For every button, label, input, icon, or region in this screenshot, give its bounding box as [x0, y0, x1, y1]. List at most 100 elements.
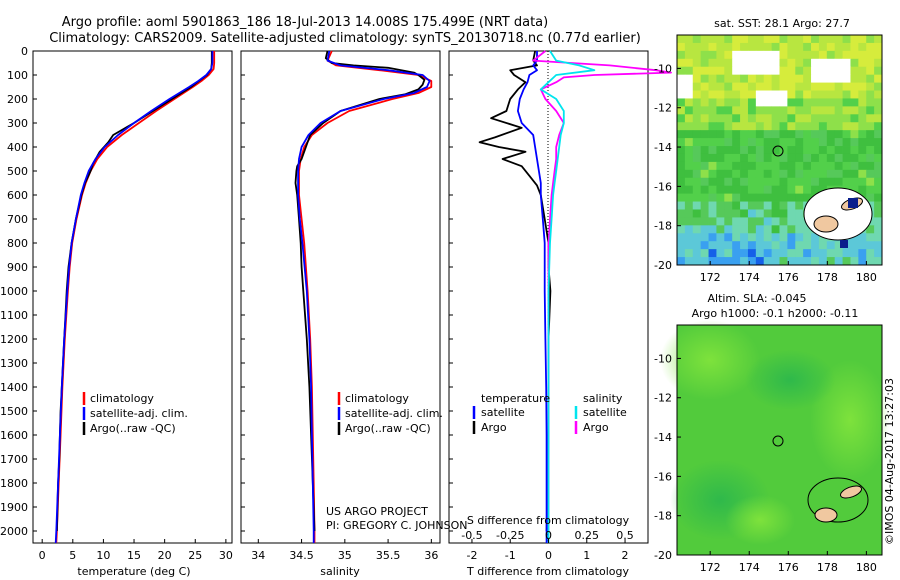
sst-cell	[740, 217, 749, 226]
t-difference-xlabel: T difference from climatology	[466, 565, 629, 578]
sst-cell	[763, 225, 773, 234]
sst-cell	[787, 82, 796, 91]
sst-cell	[716, 241, 725, 250]
sst-cell	[724, 249, 733, 258]
sst-cell	[677, 241, 686, 250]
sst-cell	[850, 241, 859, 250]
island-viti-levu	[813, 215, 839, 233]
sst-cell	[677, 122, 686, 131]
sst-cell	[740, 74, 749, 83]
sst-cell	[842, 66, 851, 76]
sst-cell	[858, 122, 867, 131]
sst-cell	[850, 106, 859, 115]
sst-cell	[747, 249, 757, 258]
sst-cell	[763, 169, 773, 179]
sst-cell	[724, 138, 733, 147]
sst-cell	[677, 114, 686, 123]
sst-cell	[755, 122, 765, 131]
sst-cell	[803, 257, 812, 266]
map-lat-tick-label: -12	[654, 102, 672, 115]
sst-cell	[787, 241, 796, 250]
sst-cell	[874, 35, 883, 44]
sst-cell	[834, 35, 843, 44]
sst-cell	[842, 90, 851, 99]
sst-cell	[850, 169, 859, 179]
sst-cell	[787, 35, 796, 44]
sst-cell	[771, 201, 780, 210]
sst-cell	[779, 209, 788, 218]
sst-cell	[740, 122, 749, 131]
sst-cell	[779, 201, 788, 210]
legend-label-argo: Argo(..raw -QC)	[345, 422, 431, 435]
sst-cell	[755, 153, 765, 163]
sst-cell	[866, 35, 875, 44]
sst-cell	[771, 90, 780, 99]
sst-cell	[700, 193, 709, 202]
sst-cell	[700, 233, 709, 242]
sst-cell	[858, 90, 867, 99]
sst-cell	[708, 130, 717, 139]
sst-cell	[826, 66, 836, 76]
sst-cell	[684, 193, 694, 202]
sst-cell	[795, 114, 804, 123]
sst-cell	[747, 233, 757, 242]
island-contour	[807, 477, 869, 523]
sst-cell	[755, 35, 765, 44]
sst-cell	[842, 122, 851, 131]
sst-cell	[684, 58, 694, 68]
sla-map-axes: -10 -12 -14 -16 -18 -20 172 174 176 178 180	[654, 352, 877, 574]
sst-cell	[763, 82, 773, 91]
depth-tick-label: 500	[7, 165, 28, 178]
sst-cell	[779, 82, 788, 91]
sst-cell	[692, 42, 702, 52]
sst-cell	[692, 201, 702, 210]
sst-cell	[677, 153, 686, 163]
sst-cell	[692, 122, 702, 131]
sst-cell	[692, 106, 702, 115]
sst-cell	[677, 50, 686, 60]
sst-cell	[716, 209, 725, 218]
sst-cell	[700, 35, 709, 44]
depth-tick-label: 1900	[0, 501, 28, 514]
legend-label-s-argo: Argo	[583, 421, 609, 434]
sst-cell	[732, 98, 741, 107]
sst-cell	[779, 233, 788, 242]
sst-cell	[684, 177, 694, 187]
sst-cell	[866, 82, 875, 91]
sst-cell	[732, 153, 741, 163]
sst-cell	[732, 122, 741, 131]
sst-cell	[763, 138, 773, 147]
sst-cell	[747, 98, 757, 107]
sst-cell	[700, 225, 709, 234]
sla-high-patch	[660, 320, 760, 400]
sst-cell	[684, 225, 694, 234]
sst-cell	[866, 153, 875, 163]
sst-map-axes: -10 -12 -14 -16 -18 -20 172 174 176 178 180	[654, 62, 877, 284]
sst-cell	[740, 106, 749, 115]
sst-cell	[811, 82, 820, 91]
sst-cell	[811, 249, 820, 258]
legend-label-satellite-adj: satellite-adj. clim.	[90, 407, 188, 420]
island-contour	[803, 187, 873, 241]
sst-cell	[724, 98, 733, 107]
sst-cell	[858, 153, 867, 163]
sst-cell	[763, 130, 773, 139]
sst-cell	[740, 153, 749, 163]
sst-cell	[787, 122, 796, 131]
sst-cell	[708, 249, 717, 258]
sst-cell	[677, 161, 686, 171]
sst-cell	[732, 74, 741, 83]
sst-cell	[787, 90, 796, 99]
sst-cell	[842, 138, 851, 147]
sst-cell	[677, 193, 686, 202]
sst-cell	[850, 185, 859, 195]
sst-cell	[763, 193, 773, 202]
sst-cell	[811, 138, 820, 147]
sst-cell	[842, 106, 851, 115]
sst-cell	[724, 225, 733, 234]
sst-cell	[708, 138, 717, 147]
sst-cell	[740, 225, 749, 234]
map-lon-tick-label: 174	[739, 561, 760, 574]
difference-t-x-tick-label: -2	[466, 549, 477, 562]
depth-tick-label: 400	[7, 141, 28, 154]
